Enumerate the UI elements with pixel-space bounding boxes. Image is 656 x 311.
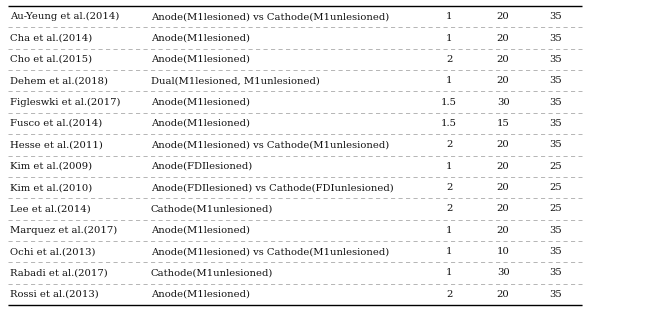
Text: Anode(FDIlesioned) vs Cathode(FDIunlesioned): Anode(FDIlesioned) vs Cathode(FDIunlesio… xyxy=(151,183,394,192)
Text: Kim et al.(2009): Kim et al.(2009) xyxy=(10,162,92,171)
Text: 35: 35 xyxy=(549,247,562,256)
Text: Dehem et al.(2018): Dehem et al.(2018) xyxy=(10,76,108,85)
Text: Figleswki et al.(2017): Figleswki et al.(2017) xyxy=(10,98,120,107)
Text: Hesse et al.(2011): Hesse et al.(2011) xyxy=(10,140,103,149)
Text: Anode(M1lesioned): Anode(M1lesioned) xyxy=(151,55,250,64)
Text: 20: 20 xyxy=(497,12,510,21)
Text: Cha et al.(2014): Cha et al.(2014) xyxy=(10,34,92,43)
Text: Rossi et al.(2013): Rossi et al.(2013) xyxy=(10,290,98,299)
Text: Au-Yeung et al.(2014): Au-Yeung et al.(2014) xyxy=(10,12,119,21)
Text: 20: 20 xyxy=(497,76,510,85)
Text: 1: 1 xyxy=(446,34,452,43)
Text: 35: 35 xyxy=(549,140,562,149)
Text: 1.5: 1.5 xyxy=(441,98,457,107)
Text: 10: 10 xyxy=(497,247,510,256)
Text: Anode(M1lesioned) vs Cathode(M1unlesioned): Anode(M1lesioned) vs Cathode(M1unlesione… xyxy=(151,247,389,256)
Text: Anode(M1lesioned): Anode(M1lesioned) xyxy=(151,98,250,107)
Text: Dual(M1lesioned, M1unlesioned): Dual(M1lesioned, M1unlesioned) xyxy=(151,76,319,85)
Text: 20: 20 xyxy=(497,162,510,171)
Text: 2: 2 xyxy=(446,183,452,192)
Text: Kim et al.(2010): Kim et al.(2010) xyxy=(10,183,92,192)
Text: 1: 1 xyxy=(446,12,452,21)
Text: 2: 2 xyxy=(446,55,452,64)
Text: Anode(M1lesioned) vs Cathode(M1unlesioned): Anode(M1lesioned) vs Cathode(M1unlesione… xyxy=(151,12,389,21)
Text: 2: 2 xyxy=(446,204,452,213)
Text: 25: 25 xyxy=(549,204,562,213)
Text: Ochi et al.(2013): Ochi et al.(2013) xyxy=(10,247,95,256)
Text: 20: 20 xyxy=(497,55,510,64)
Text: 1: 1 xyxy=(446,226,452,235)
Text: Rabadi et al.(2017): Rabadi et al.(2017) xyxy=(10,268,108,277)
Text: 35: 35 xyxy=(549,119,562,128)
Text: Anode(M1lesioned): Anode(M1lesioned) xyxy=(151,34,250,43)
Text: 1: 1 xyxy=(446,76,452,85)
Text: 35: 35 xyxy=(549,268,562,277)
Text: 35: 35 xyxy=(549,76,562,85)
Text: 15: 15 xyxy=(497,119,510,128)
Text: Marquez et al.(2017): Marquez et al.(2017) xyxy=(10,226,117,235)
Text: 20: 20 xyxy=(497,226,510,235)
Text: Anode(FDIlesioned): Anode(FDIlesioned) xyxy=(151,162,252,171)
Text: 35: 35 xyxy=(549,34,562,43)
Text: Anode(M1lesioned): Anode(M1lesioned) xyxy=(151,119,250,128)
Text: 20: 20 xyxy=(497,183,510,192)
Text: 35: 35 xyxy=(549,12,562,21)
Text: Fusco et al.(2014): Fusco et al.(2014) xyxy=(10,119,102,128)
Text: Anode(M1lesioned): Anode(M1lesioned) xyxy=(151,226,250,235)
Text: 35: 35 xyxy=(549,98,562,107)
Text: 25: 25 xyxy=(549,183,562,192)
Text: 25: 25 xyxy=(549,162,562,171)
Text: 2: 2 xyxy=(446,140,452,149)
Text: 30: 30 xyxy=(497,268,510,277)
Text: 35: 35 xyxy=(549,226,562,235)
Text: Cho et al.(2015): Cho et al.(2015) xyxy=(10,55,92,64)
Text: 20: 20 xyxy=(497,34,510,43)
Text: Lee et al.(2014): Lee et al.(2014) xyxy=(10,204,91,213)
Text: 20: 20 xyxy=(497,204,510,213)
Text: 35: 35 xyxy=(549,55,562,64)
Text: 1: 1 xyxy=(446,247,452,256)
Text: 20: 20 xyxy=(497,140,510,149)
Text: 1.5: 1.5 xyxy=(441,119,457,128)
Text: 1: 1 xyxy=(446,268,452,277)
Text: 20: 20 xyxy=(497,290,510,299)
Text: Anode(M1lesioned): Anode(M1lesioned) xyxy=(151,290,250,299)
Text: Cathode(M1unlesioned): Cathode(M1unlesioned) xyxy=(151,204,274,213)
Text: 1: 1 xyxy=(446,162,452,171)
Text: Anode(M1lesioned) vs Cathode(M1unlesioned): Anode(M1lesioned) vs Cathode(M1unlesione… xyxy=(151,140,389,149)
Text: Cathode(M1unlesioned): Cathode(M1unlesioned) xyxy=(151,268,274,277)
Text: 2: 2 xyxy=(446,290,452,299)
Text: 30: 30 xyxy=(497,98,510,107)
Text: 35: 35 xyxy=(549,290,562,299)
